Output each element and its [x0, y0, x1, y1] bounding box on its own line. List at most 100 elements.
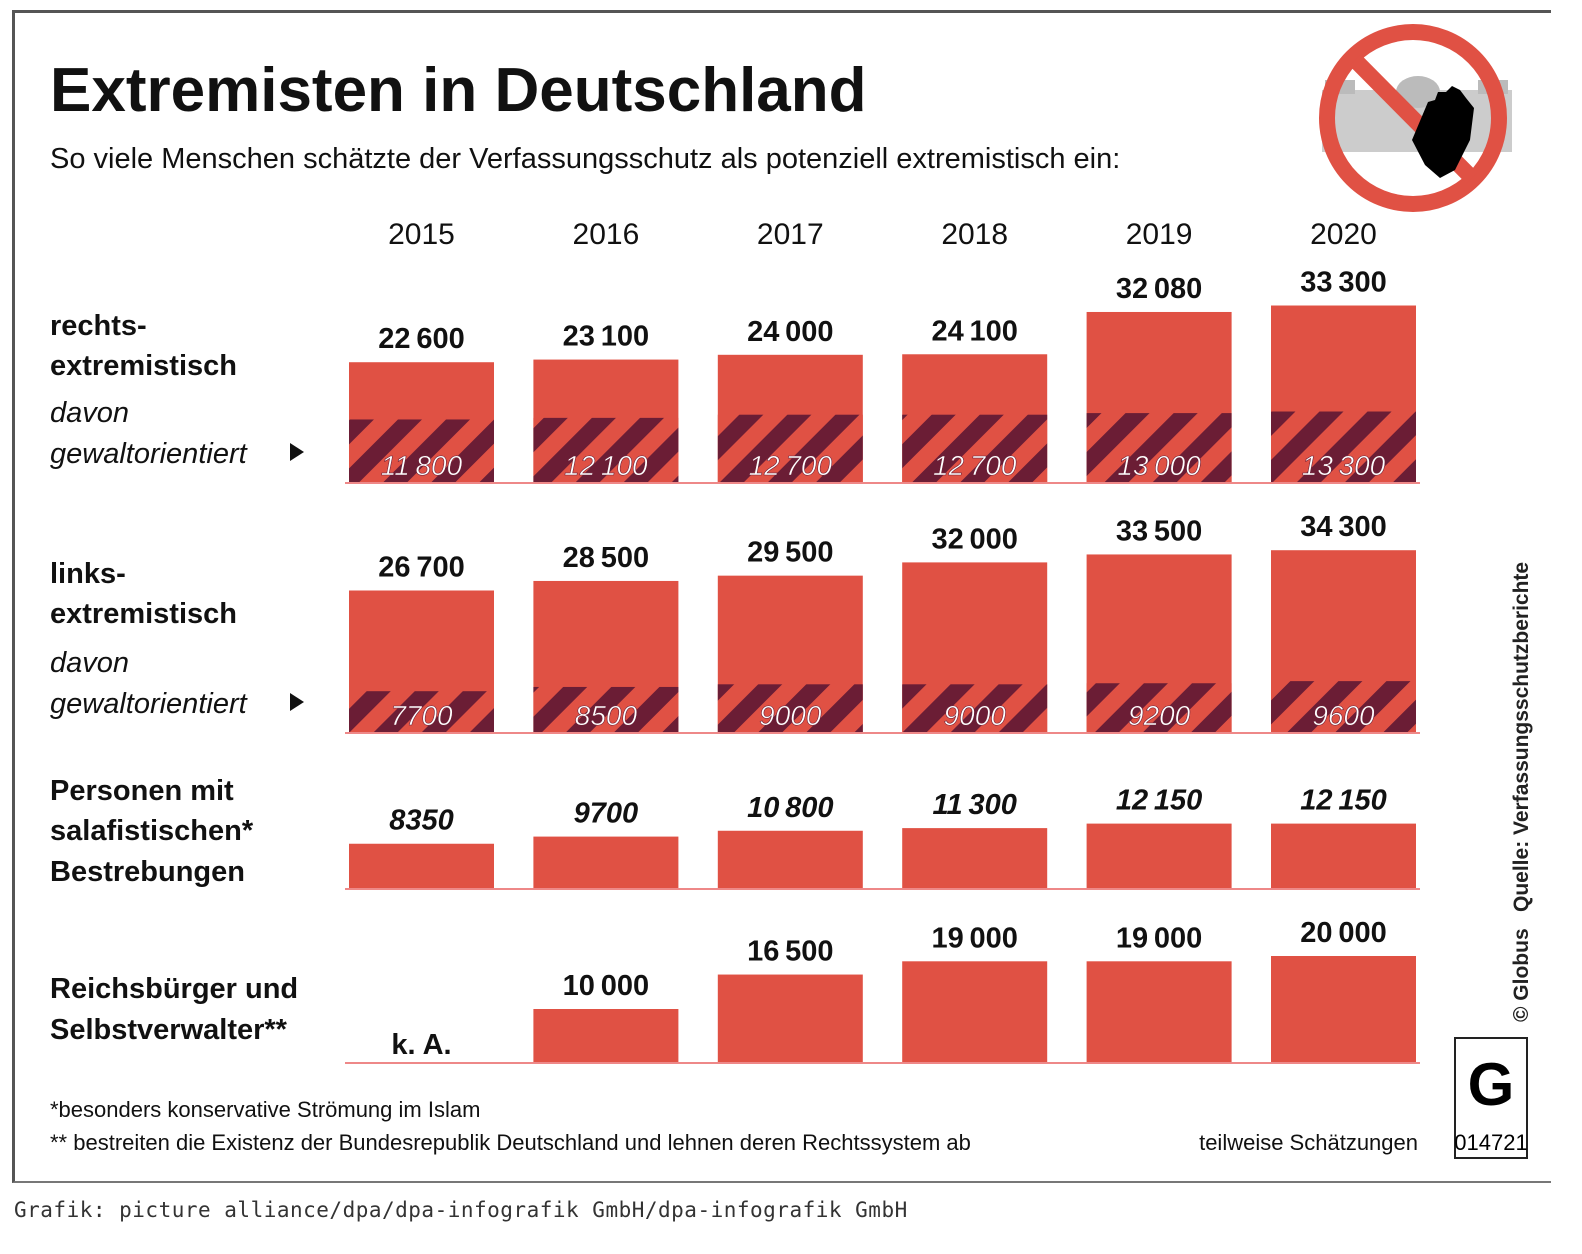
- logo-letter: G: [1468, 1051, 1515, 1118]
- value-label: 34 300: [1300, 511, 1386, 543]
- sub-value-label: 9600: [1312, 700, 1375, 731]
- year-headers: 2015 2016 2017 2018 2019 2020: [388, 218, 1377, 251]
- row-2: links-extremistisch davon gewaltorientiert…: [50, 511, 1420, 734]
- sub-value-label: 11 800: [381, 450, 463, 481]
- value-label: 10 800: [747, 792, 833, 824]
- row-label: Reichsbürger und: [50, 973, 298, 1005]
- hatched-bar: [533, 417, 679, 482]
- estimate-note: teilweise Schätzungen: [1199, 1130, 1418, 1155]
- row-4: Reichsbürger und Selbstverwalter** k. A. 10…: [50, 917, 1420, 1064]
- value-label: 12 150: [1116, 785, 1202, 817]
- row-label: Personen mit: [50, 775, 234, 807]
- bar: [902, 961, 1048, 1062]
- hatched-bar: [717, 684, 863, 732]
- bar: [717, 974, 863, 1062]
- year-label: 2015: [388, 218, 455, 251]
- sub-value-label: 9000: [944, 700, 1007, 731]
- sub-value-label: 12 700: [933, 450, 1017, 481]
- value-label: 28 500: [563, 542, 649, 574]
- hatched-bar: [349, 691, 494, 732]
- bar: [1086, 823, 1232, 888]
- row-label: Bestrebungen: [50, 856, 245, 888]
- footnote-2: ** bestreiten die Existenz der Bundesrep…: [50, 1130, 971, 1155]
- sub-value-label: 8500: [575, 700, 638, 731]
- bar: [533, 836, 679, 888]
- arrow-right-icon: [290, 443, 304, 461]
- row-sublabel: gewaltorientiert: [50, 688, 249, 720]
- year-label: 2019: [1126, 218, 1193, 251]
- row-sublabel: davon: [50, 647, 129, 679]
- value-label: 24 000: [747, 316, 833, 348]
- year-label: 2018: [941, 218, 1008, 251]
- value-label: 19 000: [931, 922, 1017, 954]
- copyright-text: © Globus: [1510, 928, 1533, 1022]
- chart-subtitle: So viele Menschen schätzte der Verfassun…: [50, 143, 1120, 175]
- hatched-bar: [717, 414, 863, 482]
- row-label: extremistisch: [50, 350, 237, 382]
- row-label: links-: [50, 558, 126, 590]
- sub-value-label: 9200: [1128, 700, 1191, 731]
- value-label: 22 600: [378, 323, 464, 355]
- value-label: 11 300: [933, 789, 1017, 821]
- year-label: 2020: [1310, 218, 1377, 251]
- value-label: 20 000: [1300, 917, 1386, 949]
- sub-value-label: 12 100: [564, 450, 648, 481]
- row-3: Personen mit salafistischen* Bestrebungen 8…: [50, 775, 1420, 890]
- bar: [902, 828, 1048, 888]
- source-text: Quelle: Verfassungsschutzberichte: [1510, 562, 1533, 912]
- bar: [1086, 961, 1232, 1062]
- stop-logo: [1319, 24, 1512, 212]
- value-label: 10 000: [563, 970, 649, 1002]
- bar: [1271, 956, 1416, 1062]
- value-label: 16 500: [747, 936, 833, 968]
- bar: [533, 1009, 679, 1062]
- row-sublabel: davon: [50, 397, 129, 429]
- hatched-bar: [902, 684, 1048, 732]
- value-label: 33 500: [1116, 515, 1202, 547]
- sub-value-label: 13 300: [1302, 450, 1386, 481]
- row-sublabel: gewaltorientiert: [50, 438, 249, 470]
- hatched-bar: [1271, 411, 1416, 482]
- value-label: 8350: [389, 805, 454, 837]
- chart-frame: [12, 10, 1551, 1183]
- sub-value-label: 7700: [390, 700, 453, 731]
- value-label: 19 000: [1116, 922, 1202, 954]
- hatched-bar: [349, 419, 494, 482]
- bar: [717, 830, 863, 888]
- sub-value-label: 12 700: [749, 450, 833, 481]
- chart-rows: rechts-extremistisch davon gewaltorientier…: [50, 267, 1420, 1064]
- value-label: 9700: [574, 798, 639, 830]
- row-1: rechts-extremistisch davon gewaltorientier…: [50, 267, 1420, 484]
- missing-label: k. A.: [391, 1029, 451, 1061]
- hatched-bar: [1086, 413, 1232, 482]
- footnote-1: *besonders konservative Strömung im Isla…: [50, 1097, 480, 1122]
- sub-value-label: 13 000: [1117, 450, 1201, 481]
- row-label: Selbstverwalter**: [50, 1014, 288, 1046]
- value-label: 32 000: [931, 523, 1017, 555]
- bar: [1271, 823, 1416, 888]
- image-caption: Grafik: picture alliance/dpa/dpa-infogra…: [14, 1198, 908, 1222]
- globus-logo: G 014721: [1454, 1037, 1528, 1159]
- row-label: extremistisch: [50, 598, 237, 630]
- value-label: 24 100: [931, 315, 1017, 347]
- value-label: 32 080: [1116, 273, 1202, 305]
- hatched-bar: [1271, 681, 1416, 732]
- value-label: 26 700: [378, 551, 464, 583]
- value-label: 23 100: [563, 321, 649, 353]
- hatched-bar: [533, 686, 679, 732]
- sub-value-label: 9000: [759, 700, 822, 731]
- value-label: 33 300: [1300, 267, 1386, 299]
- year-label: 2017: [757, 218, 824, 251]
- arrow-right-icon: [290, 693, 304, 711]
- year-label: 2016: [573, 218, 640, 251]
- chart-title: Extremisten in Deutschland: [50, 56, 867, 125]
- row-label: salafistischen*: [50, 815, 254, 847]
- logo-number: 014721: [1454, 1130, 1527, 1155]
- value-label: 29 500: [747, 537, 833, 569]
- value-label: 12 150: [1300, 785, 1386, 817]
- row-label: rechts-: [50, 310, 147, 342]
- hatched-bar: [902, 414, 1048, 482]
- hatched-bar: [1086, 683, 1232, 732]
- bar: [349, 843, 494, 888]
